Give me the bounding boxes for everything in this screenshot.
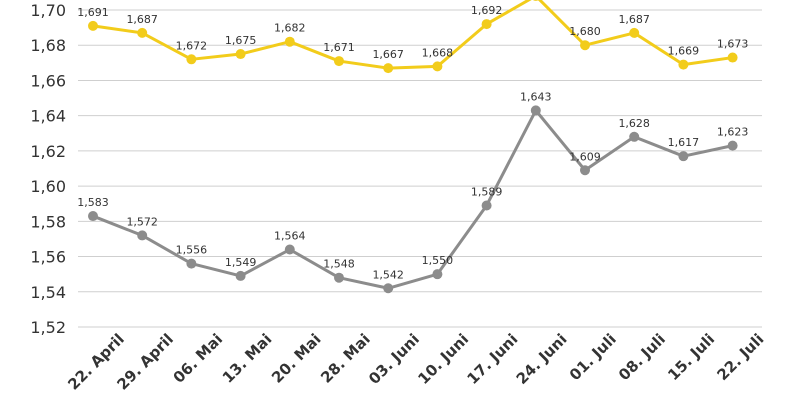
data-labels: 1,691 1,687 1,672 1,675 1,682 1,671 1,667 1,668… bbox=[77, 4, 748, 281]
data-point-gray bbox=[186, 258, 197, 269]
x-tick-label: 13. Mai bbox=[219, 330, 276, 387]
y-tick-label: 1,60 bbox=[30, 177, 66, 196]
data-label-yellow: 1,691 bbox=[77, 6, 109, 19]
data-label-gray: 1,583 bbox=[77, 196, 109, 209]
series-line-gray bbox=[91, 108, 735, 290]
data-point-gray bbox=[334, 272, 344, 283]
data-point-yellow bbox=[88, 20, 98, 31]
y-tick-label: 1,70 bbox=[30, 1, 66, 20]
x-tick-label: 24. Juni bbox=[513, 330, 571, 388]
y-tick-label: 1,54 bbox=[30, 283, 66, 302]
data-label-gray: 1,589 bbox=[471, 185, 503, 198]
series-group bbox=[88, 0, 738, 294]
y-tick-label: 1,66 bbox=[30, 71, 66, 90]
data-point-yellow bbox=[629, 27, 640, 38]
data-point-yellow bbox=[727, 52, 738, 63]
data-point-gray bbox=[727, 140, 738, 151]
data-point-gray bbox=[137, 230, 148, 241]
x-tick-label: 20. Mai bbox=[268, 330, 325, 387]
x-tick-label: 28. Mai bbox=[317, 330, 374, 387]
data-label-yellow: 1,687 bbox=[126, 13, 158, 26]
data-label-gray: 1,542 bbox=[372, 268, 404, 281]
data-label-gray: 1,550 bbox=[422, 254, 454, 267]
data-label-gray: 1,643 bbox=[520, 90, 552, 103]
data-point-gray bbox=[284, 244, 295, 255]
x-tick-label: 17. Juni bbox=[464, 330, 522, 388]
data-point-yellow bbox=[137, 27, 148, 38]
y-tick-label: 1,62 bbox=[30, 142, 66, 161]
y-tick-label: 1,58 bbox=[30, 212, 66, 231]
data-label-gray: 1,623 bbox=[717, 126, 749, 139]
x-tick-label: 08. Juli bbox=[615, 330, 669, 384]
data-point-gray bbox=[235, 270, 246, 281]
x-tick-label: 06. Mai bbox=[170, 330, 227, 387]
y-tick-label: 1,68 bbox=[30, 36, 66, 55]
data-label-gray: 1,628 bbox=[618, 117, 650, 130]
data-point-gray bbox=[481, 200, 492, 211]
data-point-gray bbox=[432, 269, 443, 280]
data-label-yellow: 1,692 bbox=[471, 4, 503, 17]
data-label-yellow: 1,675 bbox=[225, 34, 257, 47]
data-label-yellow: 1,682 bbox=[274, 22, 306, 35]
data-point-yellow bbox=[383, 63, 394, 74]
data-label-gray: 1,548 bbox=[323, 258, 355, 271]
data-label-gray: 1,564 bbox=[274, 230, 306, 243]
data-label-yellow: 1,671 bbox=[323, 41, 355, 54]
data-label-yellow: 1,687 bbox=[618, 13, 650, 26]
data-point-gray bbox=[678, 151, 689, 162]
data-label-gray: 1,609 bbox=[569, 150, 601, 163]
data-point-yellow bbox=[678, 59, 689, 70]
data-label-yellow: 1,667 bbox=[372, 48, 404, 61]
data-label-yellow: 1,669 bbox=[668, 45, 700, 58]
x-tick-label: 03. Juni bbox=[365, 330, 423, 388]
x-tick-label: 10. Juni bbox=[414, 330, 472, 388]
y-axis-ticks: 1,52 1,54 1,56 1,58 1,60 1,62 1,64 1,66 1,68 1,70 bbox=[30, 1, 66, 337]
series-line-yellow bbox=[91, 0, 735, 70]
y-tick-label: 1,56 bbox=[30, 248, 66, 267]
data-label-gray: 1,572 bbox=[126, 215, 158, 228]
x-tick-label: 01. Juli bbox=[566, 330, 620, 384]
data-label-gray: 1,549 bbox=[225, 256, 257, 269]
gridlines bbox=[78, 9, 762, 328]
data-point-yellow bbox=[284, 36, 295, 47]
data-point-yellow bbox=[235, 49, 246, 60]
y-tick-label: 1,52 bbox=[30, 318, 66, 337]
data-point-yellow bbox=[481, 19, 492, 30]
data-label-gray: 1,617 bbox=[668, 136, 700, 149]
data-point-yellow bbox=[186, 54, 197, 65]
data-point-yellow bbox=[532, 0, 539, 1]
data-point-gray bbox=[383, 283, 394, 294]
data-point-yellow bbox=[334, 56, 344, 67]
y-tick-label: 1,64 bbox=[30, 107, 66, 126]
x-tick-label: 22. Juli bbox=[713, 330, 767, 384]
data-label-yellow: 1,672 bbox=[176, 39, 208, 52]
data-label-gray: 1,556 bbox=[176, 244, 208, 257]
data-point-yellow bbox=[580, 40, 590, 51]
data-point-gray bbox=[530, 105, 541, 116]
x-tick-label: 15. Juli bbox=[664, 330, 718, 384]
data-label-yellow: 1,680 bbox=[569, 25, 601, 38]
data-label-yellow: 1,668 bbox=[422, 46, 454, 59]
data-point-yellow bbox=[432, 61, 443, 72]
data-point-gray bbox=[629, 131, 640, 142]
data-point-gray bbox=[88, 211, 98, 222]
data-label-yellow: 1,673 bbox=[717, 38, 749, 51]
data-point-gray bbox=[580, 165, 590, 176]
